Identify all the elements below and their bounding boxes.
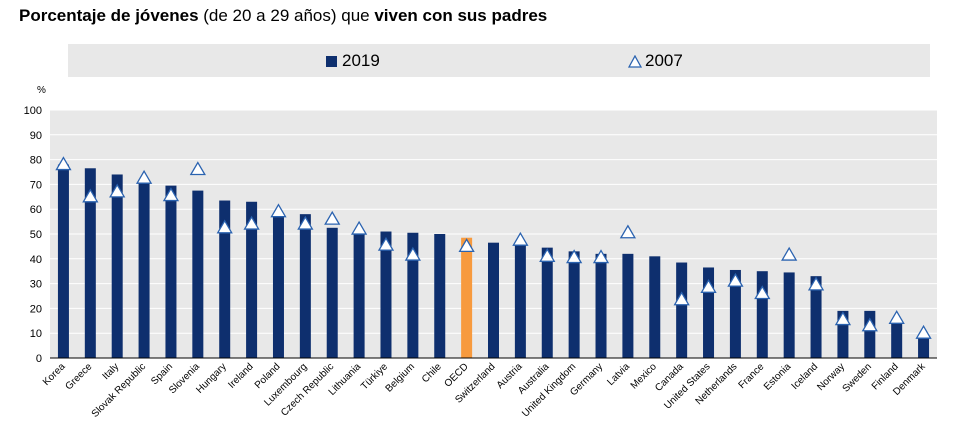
bar-2019: [165, 185, 177, 358]
marker-2007: [82, 188, 99, 203]
marker-2007: [458, 238, 475, 253]
bar-2019: [918, 338, 930, 358]
bar-2019: [783, 272, 795, 358]
bar-2019: [111, 174, 123, 358]
x-tick-label: Ireland: [226, 361, 255, 390]
legend-item-2019: 2019: [326, 51, 380, 71]
bar-2019: [541, 247, 553, 358]
title-part-1: Porcentaje de jóvenes: [19, 6, 199, 25]
bar-2019: [461, 237, 473, 358]
title-part-2: (de 20 a 29 años) que: [198, 6, 375, 25]
marker-2007: [861, 317, 878, 332]
x-tick-label: Belgium: [384, 361, 417, 394]
marker-2007: [350, 220, 368, 235]
bar-2019: [756, 271, 768, 358]
x-tick-label: Chile: [420, 361, 444, 385]
marker-2007: [781, 246, 798, 261]
y-tick-label: 50: [30, 229, 42, 241]
bar-2019: [488, 242, 499, 358]
x-tick-label: Estonia: [762, 361, 794, 393]
bar-2019: [514, 243, 526, 358]
bar-2019: [353, 234, 365, 358]
marker-2007: [673, 291, 690, 306]
bar-2019: [299, 214, 311, 358]
bar-2019: [676, 262, 688, 358]
marker-2007: [888, 310, 905, 324]
marker-2007: [566, 249, 583, 264]
bar-2019: [246, 201, 258, 358]
marker-2007: [404, 246, 421, 261]
y-tick-label: 60: [30, 204, 42, 216]
y-tick-label: 80: [30, 155, 42, 167]
bar-2019: [729, 269, 741, 358]
bar-2019: [219, 200, 231, 358]
marker-2007: [834, 311, 852, 326]
x-tick-label: Sweden: [841, 361, 874, 394]
marker-2007: [55, 156, 72, 171]
marker-2007: [592, 249, 610, 264]
marker-2007: [162, 187, 180, 202]
bar-2019: [192, 190, 204, 358]
bar-2019: [326, 227, 338, 358]
marker-2007: [324, 210, 341, 225]
legend-label-2007: 2007: [645, 51, 683, 70]
bar-2019: [595, 253, 607, 358]
marker-2007: [619, 224, 637, 239]
marker-2007: [727, 272, 744, 287]
bar-2019: [84, 168, 96, 358]
y-tick-label: 0: [36, 353, 42, 365]
y-tick-label: 40: [30, 254, 42, 266]
marker-2007: [539, 248, 556, 262]
legend-triangle-icon: [628, 54, 642, 68]
marker-2007: [377, 236, 395, 251]
marker-2007: [243, 215, 260, 230]
y-tick-label: 100: [24, 105, 42, 117]
marker-2007: [270, 203, 287, 218]
bar-2019: [568, 251, 580, 358]
y-tick-label: 70: [30, 179, 42, 191]
marker-2007: [700, 279, 717, 293]
y-tick-label: 30: [30, 279, 42, 291]
bar-2019: [837, 310, 849, 358]
bar-2019: [622, 253, 634, 358]
bar-2019: [891, 319, 903, 358]
marker-2007: [512, 231, 529, 246]
x-tick-label: Hungary: [194, 361, 229, 396]
legend-item-2007: 2007: [628, 51, 683, 71]
bar-2019: [434, 234, 446, 358]
marker-2007: [109, 183, 126, 198]
bar-2019: [864, 310, 876, 358]
bar-2019: [138, 183, 150, 358]
y-tick-label: 90: [30, 130, 42, 142]
bar-2019: [703, 267, 715, 358]
marker-2007: [216, 219, 233, 234]
legend-label-2019: 2019: [342, 51, 380, 70]
x-tick-label: Iceland: [790, 361, 821, 392]
bar-2019: [272, 214, 284, 358]
marker-2007: [807, 276, 825, 291]
title-part-3: viven con sus padres: [374, 6, 548, 25]
bar-2019: [407, 232, 419, 358]
marker-2007: [915, 324, 932, 339]
marker-2007: [754, 285, 771, 300]
y-tick-label: 20: [30, 303, 42, 315]
legend: 2019 2007: [68, 44, 930, 77]
marker-2007: [189, 161, 206, 176]
bar-2019: [380, 231, 392, 358]
marker-2007: [135, 169, 153, 184]
x-tick-label: Greece: [63, 361, 94, 392]
chart-title: Porcentaje de jóvenes (de 20 a 29 años) …: [19, 6, 547, 26]
legend-bar-swatch: [326, 55, 337, 67]
y-axis-label: %: [37, 85, 46, 96]
bar-2019: [810, 276, 822, 358]
x-tick-label: Italy: [101, 361, 122, 382]
marker-2007: [297, 215, 314, 230]
y-tick-label: 10: [30, 328, 42, 340]
bar-2019: [649, 256, 661, 358]
bar-2019: [57, 164, 69, 358]
